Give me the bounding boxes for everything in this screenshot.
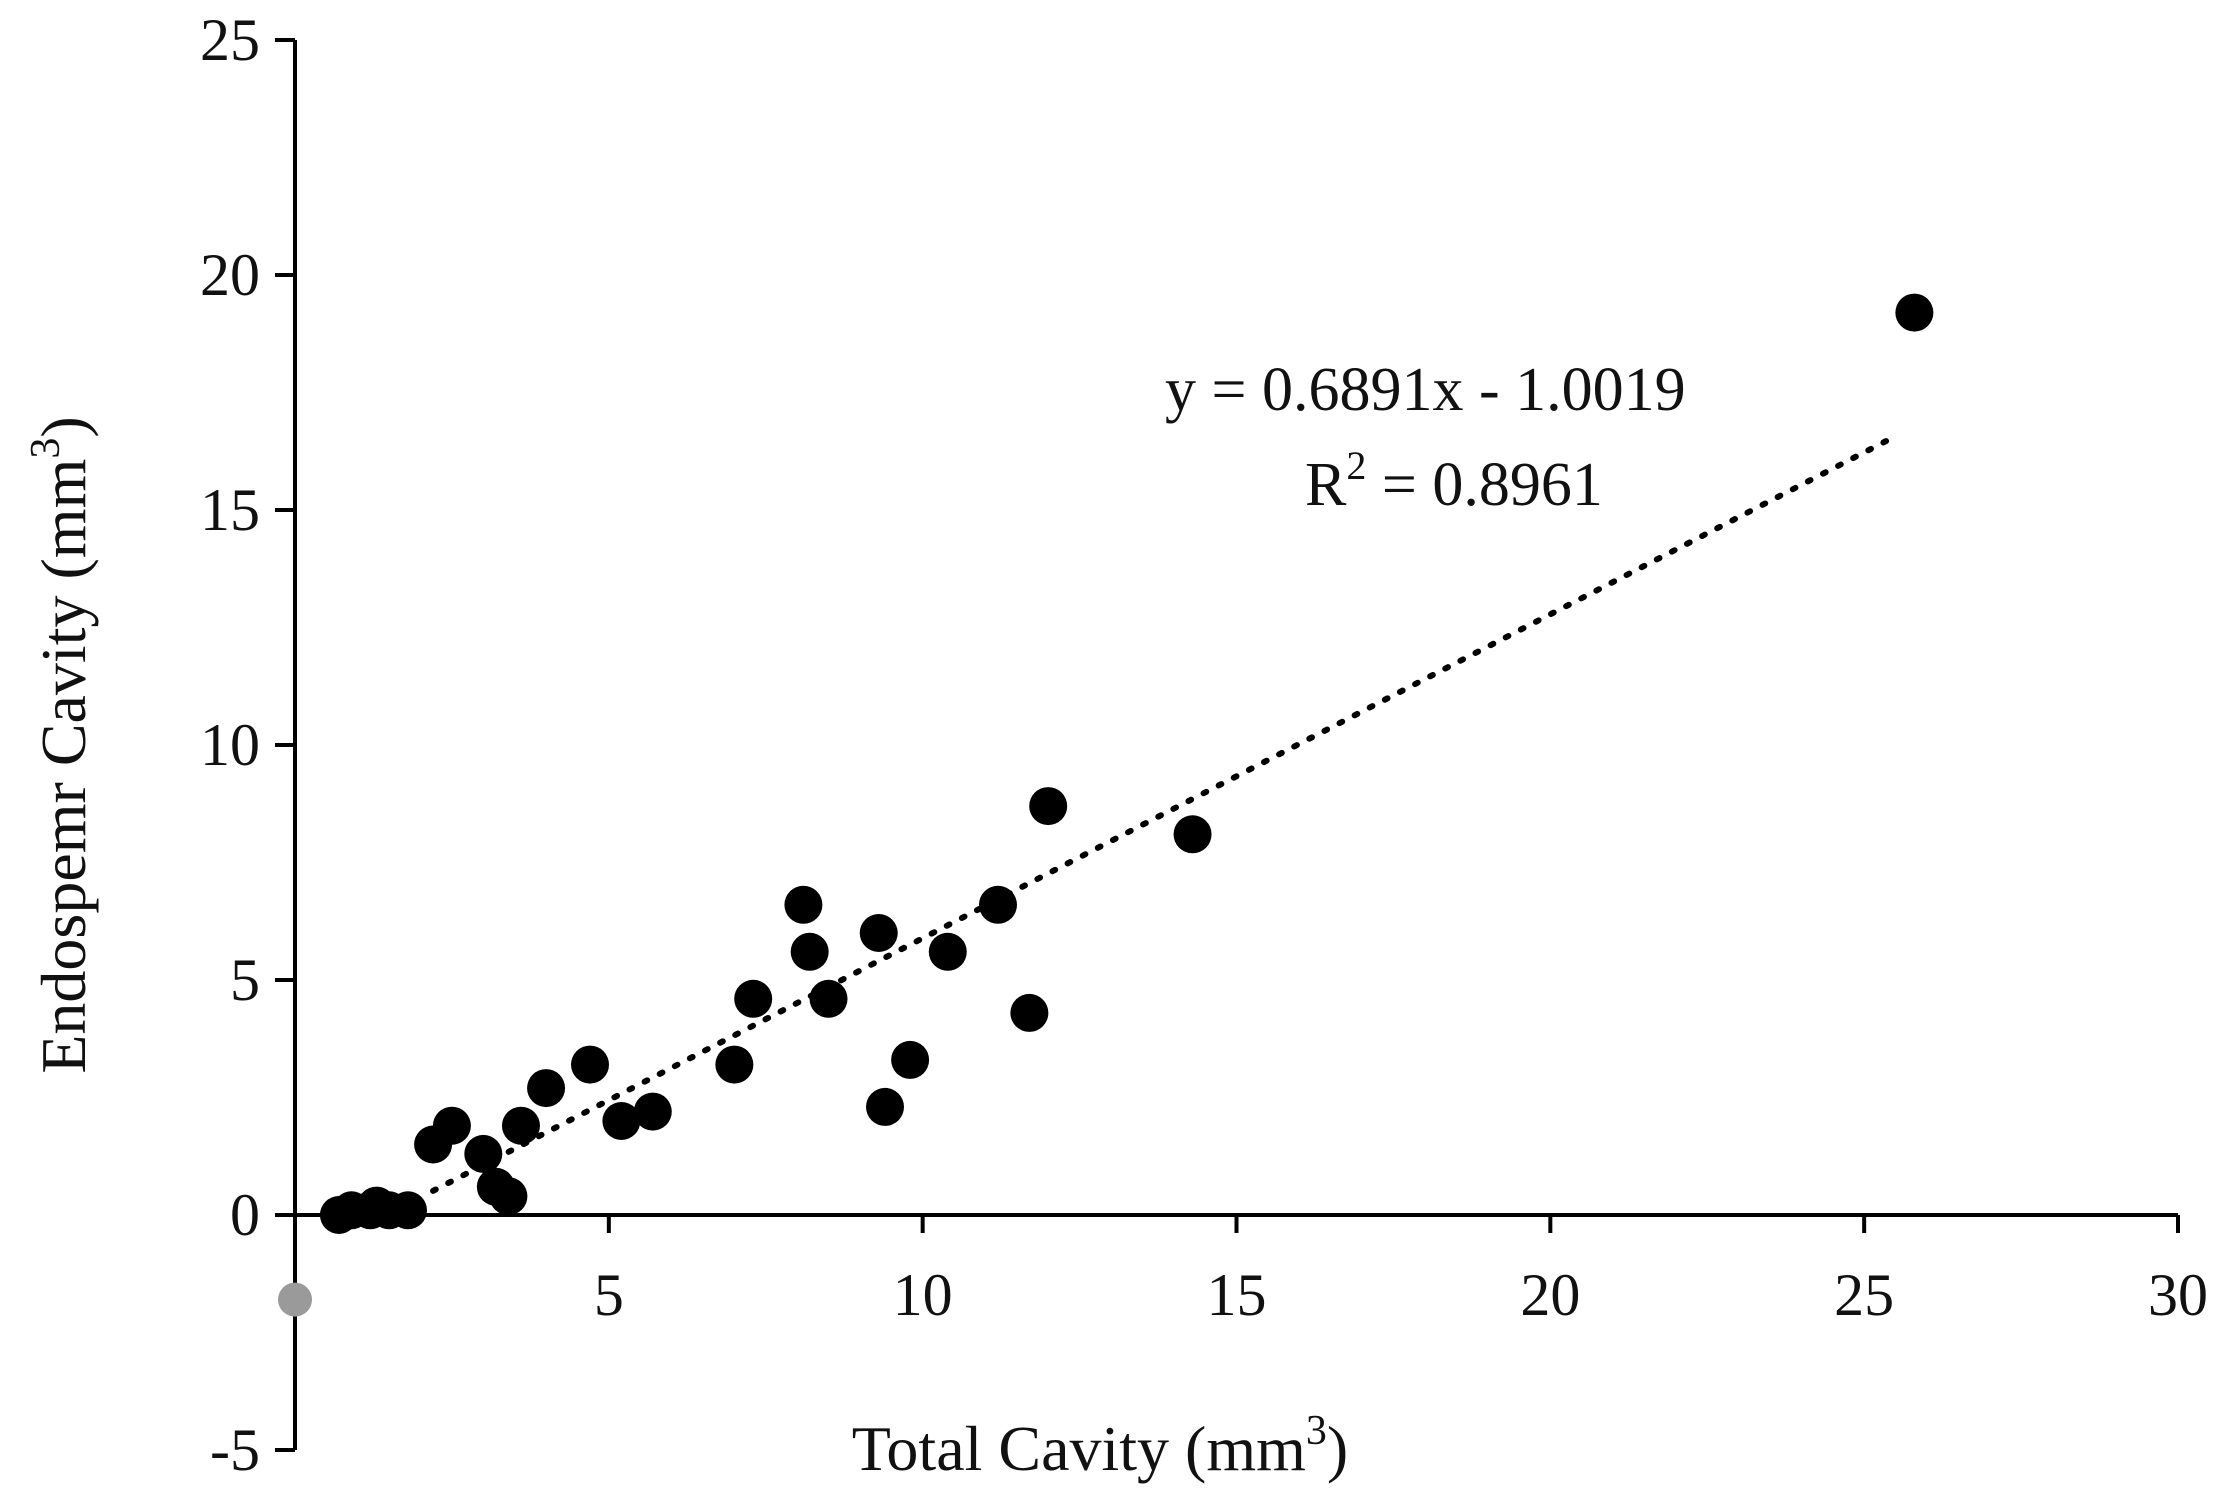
- data-point: [432, 1106, 471, 1145]
- data-point: [978, 885, 1017, 924]
- data-point: [602, 1102, 641, 1140]
- data-point: [1173, 815, 1212, 854]
- x-tick-label: 25: [1834, 1262, 1894, 1328]
- data-point: [571, 1045, 610, 1084]
- y-axis-title: Endospemr Cavity (mm3): [23, 416, 99, 1073]
- data-point: [809, 979, 848, 1018]
- data-point: [1029, 787, 1068, 826]
- data-point: [633, 1092, 672, 1131]
- y-tick-label: -5: [210, 1417, 260, 1483]
- y-tick-label: 0: [230, 1182, 260, 1248]
- tick-marks: [275, 38, 2180, 1452]
- y-tick-label: 15: [200, 477, 260, 543]
- data-points: [278, 293, 1934, 1317]
- data-point: [891, 1040, 930, 1079]
- x-tick-label: 5: [594, 1262, 624, 1328]
- x-tick-label: 15: [1207, 1262, 1267, 1328]
- trendline: [430, 433, 1899, 1194]
- data-point: [790, 932, 829, 971]
- y-tick-label: 20: [200, 242, 260, 308]
- tick-labels: -5 0 5 10 15 20 25 5 10 15 20 25 30: [200, 7, 2208, 1483]
- y-tick-label: 25: [200, 7, 260, 73]
- x-tick-label: 30: [2148, 1262, 2208, 1328]
- data-point: [1895, 293, 1934, 332]
- data-point: [501, 1106, 540, 1145]
- x-axis-title: Total Cavity (mm3): [852, 1408, 1348, 1484]
- data-point: [388, 1191, 427, 1230]
- y-tick-label: 5: [230, 947, 260, 1013]
- origin-marker: [278, 1282, 312, 1317]
- data-point: [527, 1069, 566, 1108]
- axes: [293, 40, 2178, 1450]
- data-point: [464, 1134, 503, 1173]
- data-point: [1010, 993, 1049, 1032]
- data-point: [866, 1087, 905, 1126]
- data-point: [489, 1177, 528, 1216]
- x-tick-label: 20: [1520, 1262, 1580, 1328]
- data-point: [715, 1045, 754, 1084]
- data-point: [734, 979, 773, 1018]
- data-point: [859, 914, 898, 952]
- r-squared-label: R2 = 0.8961: [1305, 443, 1603, 519]
- data-point: [928, 932, 967, 971]
- y-tick-label: 10: [200, 712, 260, 778]
- trend-equation: y = 0.6891x - 1.0019: [1165, 356, 1686, 424]
- data-point: [784, 885, 823, 924]
- x-tick-label: 10: [893, 1262, 953, 1328]
